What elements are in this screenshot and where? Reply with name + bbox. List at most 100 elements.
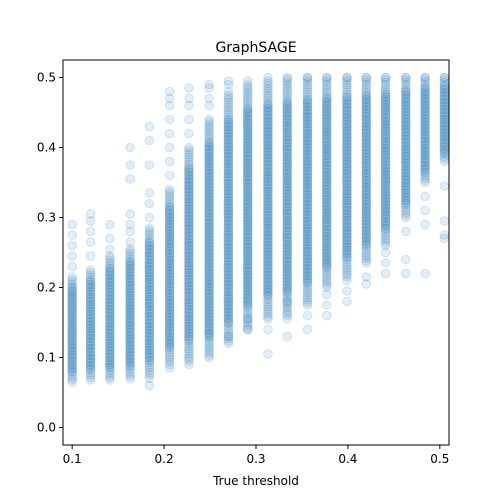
data-point: [263, 236, 273, 247]
data-point: [184, 267, 194, 278]
data-point: [144, 212, 155, 223]
data-point: [321, 211, 332, 221]
data-point: [321, 136, 332, 146]
data-point: [321, 99, 332, 110]
data-point: [263, 86, 273, 96]
data-point: [204, 232, 214, 242]
data-point: [67, 299, 77, 309]
data-point: [302, 292, 313, 303]
data-point: [67, 323, 77, 333]
data-point: [361, 272, 372, 282]
data-point: [242, 170, 253, 180]
data-point: [401, 268, 411, 279]
data-point: [263, 235, 273, 246]
data-point: [321, 310, 332, 321]
data-point: [282, 274, 293, 284]
data-point: [342, 245, 352, 255]
data-point: [223, 247, 234, 258]
data-point: [342, 145, 352, 156]
data-point: [263, 126, 273, 137]
data-point: [223, 199, 234, 209]
data-point: [204, 315, 214, 326]
data-point: [380, 187, 391, 197]
data-point: [223, 246, 234, 257]
data-point: [204, 168, 214, 179]
data-point: [342, 259, 352, 270]
data-point: [263, 196, 273, 207]
data-point: [223, 142, 234, 152]
data-point: [164, 142, 175, 153]
data-point: [342, 132, 352, 143]
data-point: [242, 194, 253, 205]
data-point: [105, 294, 115, 304]
data-point: [144, 318, 155, 329]
data-point: [361, 172, 372, 183]
y-tick-label: 0.5: [37, 71, 56, 85]
data-point: [342, 286, 352, 296]
data-point: [164, 298, 175, 309]
data-point: [361, 229, 372, 240]
data-point: [125, 322, 135, 332]
data-point: [361, 128, 372, 138]
data-point: [144, 304, 155, 314]
data-point: [242, 286, 253, 297]
data-point: [223, 222, 234, 233]
data-point: [321, 170, 332, 181]
data-point: [342, 89, 352, 100]
data-point: [321, 187, 332, 198]
data-point: [184, 336, 194, 347]
data-point: [223, 176, 234, 186]
data-point: [242, 273, 253, 283]
data-point: [223, 100, 234, 110]
data-point: [282, 283, 293, 294]
data-point: [361, 222, 372, 233]
data-point: [164, 86, 175, 97]
data-point: [242, 258, 253, 269]
data-point: [361, 219, 372, 230]
data-point: [164, 332, 175, 342]
data-point: [321, 236, 332, 246]
data-point: [125, 302, 135, 313]
data-point: [85, 294, 96, 305]
data-point: [204, 176, 214, 186]
data-point: [204, 288, 214, 299]
data-point: [144, 225, 155, 236]
data-point: [380, 148, 391, 158]
data-point: [342, 122, 352, 133]
data-point: [321, 180, 332, 190]
data-point: [380, 145, 391, 156]
data-point: [184, 307, 194, 317]
data-point: [342, 262, 352, 272]
data-point: [242, 140, 253, 151]
data-point: [342, 179, 352, 189]
data-point: [361, 206, 372, 217]
data-point: [164, 206, 175, 217]
data-point: [302, 226, 313, 237]
data-point: [302, 111, 313, 122]
data-point: [67, 299, 77, 310]
data-point: [342, 75, 352, 85]
data-point: [184, 351, 194, 361]
data-point: [85, 309, 96, 319]
data-point: [361, 94, 372, 105]
data-point: [242, 148, 253, 158]
data-point: [204, 185, 214, 196]
data-point: [342, 215, 352, 226]
data-point: [361, 109, 372, 119]
data-point: [67, 363, 77, 373]
data-point: [204, 161, 214, 171]
data-point: [342, 252, 352, 263]
data-point: [263, 230, 273, 240]
data-point: [204, 345, 214, 355]
data-point: [204, 188, 214, 199]
data-point: [361, 192, 372, 203]
data-point: [263, 274, 273, 285]
data-point: [164, 315, 175, 326]
data-point: [67, 321, 77, 331]
data-point: [204, 252, 214, 262]
data-point: [380, 89, 391, 100]
data-point: [321, 272, 332, 283]
data-point: [361, 72, 372, 83]
data-point: [184, 253, 194, 263]
data-point: [223, 79, 234, 90]
